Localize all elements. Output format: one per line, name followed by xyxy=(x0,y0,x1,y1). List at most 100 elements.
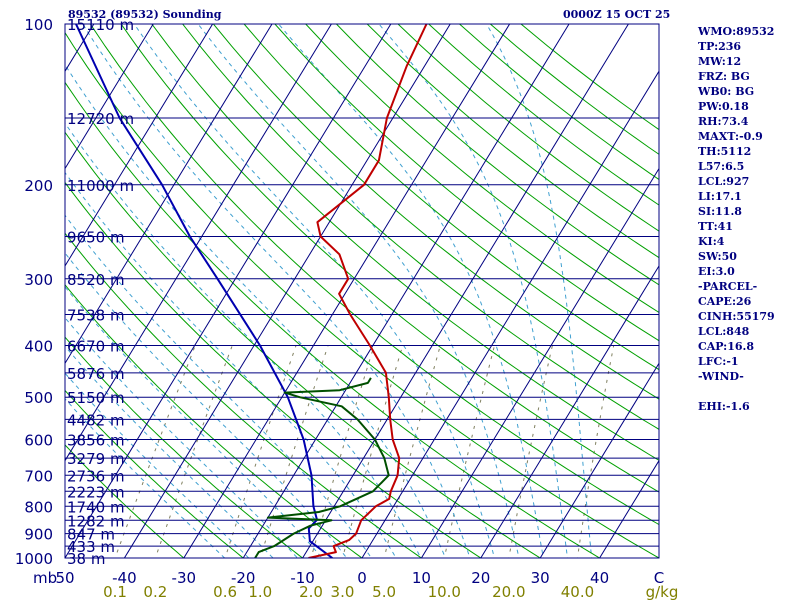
sounding-index: PW:0.18 xyxy=(698,100,749,113)
temperature-tick-label: -20 xyxy=(231,569,256,587)
temperature-tick-label: -30 xyxy=(172,569,197,587)
height-label: 7538 m xyxy=(67,307,125,325)
dry-adiabat-line xyxy=(151,24,659,461)
mixing-ratio-tick-label: 3.0 xyxy=(331,583,355,600)
temperature-tick-label: 50 xyxy=(55,569,74,587)
mixing-ratio-tick-labels: 0.1 0.2 0.6 1.0 2.0 3.0 5.0 10.0 20.0 40.0 g/kg xyxy=(103,583,678,600)
sounding-index: L57:6.5 xyxy=(698,160,745,173)
temperature-tick-label: 30 xyxy=(531,569,550,587)
dry-adiabat-line xyxy=(336,24,659,286)
dry-adiabat-line xyxy=(274,24,659,342)
dry-adiabat-line xyxy=(65,31,659,558)
temperature-tick-label: -40 xyxy=(112,569,137,587)
temperature-tick-label: 40 xyxy=(590,569,609,587)
sounding-index xyxy=(698,384,798,399)
sounding-index: RH:73.4 xyxy=(698,115,749,128)
valid-time: 0000Z 15 OCT 25 xyxy=(563,8,671,21)
isotherm-line xyxy=(65,24,273,365)
mixing-ratio-tick-label: 0.1 xyxy=(103,583,127,600)
mixing-ratio-tick-label: 0.6 xyxy=(213,583,237,600)
parcel-trace xyxy=(75,24,333,558)
dry-adiabat-line xyxy=(65,389,245,558)
temperature-tick-label: 20 xyxy=(471,569,490,587)
sounding-index: MW:12 xyxy=(698,55,742,68)
height-label: 1282 m xyxy=(67,512,125,530)
height-label: 5876 m xyxy=(67,365,125,383)
mixing-ratio-tick-label: 40.0 xyxy=(561,583,594,600)
mixing-ratio-tick-label: 0.2 xyxy=(143,583,167,600)
moist-adiabat-line xyxy=(378,24,569,558)
isotherm-line xyxy=(65,24,214,267)
dry-adiabat-line xyxy=(65,232,423,558)
sounding-index: SW:50 xyxy=(698,250,737,263)
station-title: 89532 (89532) Sounding xyxy=(68,8,222,21)
background-grid xyxy=(65,24,659,558)
mixing-ratio-tick-label: 2.0 xyxy=(299,583,323,600)
temperature-tick-label: 0 xyxy=(357,569,367,587)
height-label: 4482 m xyxy=(67,411,125,429)
sounding-index: -PARCEL- xyxy=(698,280,758,293)
dry-adiabat-line xyxy=(65,131,542,558)
isotherm-line xyxy=(65,24,392,558)
isotherm-line xyxy=(361,70,659,558)
sounding-index: LCL:927 xyxy=(698,175,750,188)
pressure-label: 100 xyxy=(24,16,53,34)
height-label: 8520 m xyxy=(67,271,125,289)
isotherm-line xyxy=(183,24,511,558)
sounding-index: LI:17.1 xyxy=(698,190,742,203)
sounding-index: TP:236 xyxy=(698,40,742,53)
isotherm-line xyxy=(599,459,659,558)
moist-adiabat-line xyxy=(133,24,496,558)
mixing-ratio-line xyxy=(508,345,553,558)
sounding-index: WMO:89532 xyxy=(698,25,775,38)
height-label: 6670 m xyxy=(67,338,125,356)
temperature-tick-labels: 50 -40 -30 -20 -10 0 10 20 30 40 C xyxy=(55,569,664,587)
dry-adiabat-line xyxy=(366,24,659,259)
mixing-ratio-tick-label: 10.0 xyxy=(428,583,461,600)
pressure-label: 500 xyxy=(24,389,53,407)
temperature-tick-label: 10 xyxy=(412,569,431,587)
mixing-ratio-tick-label: g/kg xyxy=(646,583,679,600)
sounding-index: LCL:848 xyxy=(698,325,750,338)
mixing-ratio-tick-label: 1.0 xyxy=(248,583,272,600)
sounding-index: EI:3.0 xyxy=(698,265,735,278)
height-label: 38 m xyxy=(67,550,105,568)
isotherm-line xyxy=(123,24,451,558)
dry-adiabat-line xyxy=(243,24,659,371)
height-label: 847 m xyxy=(67,526,115,544)
dry-adiabat-line xyxy=(213,24,659,400)
height-label: 3279 m xyxy=(67,450,125,468)
temperature-trace xyxy=(308,24,428,558)
dry-adiabat-line xyxy=(182,24,659,430)
pressure-label: 900 xyxy=(24,526,53,544)
isotherm-line xyxy=(65,24,154,170)
sounding-index: TH:5112 xyxy=(698,145,752,158)
height-label: 9650 m xyxy=(67,228,125,246)
mixing-ratio-lines xyxy=(114,345,615,558)
pressure-label: 200 xyxy=(24,177,53,195)
dry-adiabat-line xyxy=(305,24,659,314)
sounding-index: CINH:55179 xyxy=(698,310,775,323)
sounding-index: TT:41 xyxy=(698,220,733,233)
pressure-label: 700 xyxy=(24,467,53,485)
moist-adiabat-line xyxy=(65,122,422,558)
height-label: 1740 m xyxy=(67,498,125,516)
dry-adiabat-line xyxy=(65,181,482,558)
moist-adiabat-line xyxy=(65,63,447,558)
moist-adiabat-line xyxy=(82,24,471,558)
sounding-indices-panel: WMO:89532 TP:236 MW:12 FRZ: BG WB0: BG PW:0.1… xyxy=(698,24,798,414)
sounding-index: CAPE:26 xyxy=(698,295,752,308)
height-label: 433 m xyxy=(67,538,115,556)
isotherm-line xyxy=(539,362,659,558)
mixing-ratio-line xyxy=(443,345,495,558)
mixing-ratio-tick-label: 5.0 xyxy=(372,583,396,600)
sounding-index: MAXT:-0.9 xyxy=(698,130,763,143)
height-label: 2223 m xyxy=(67,483,125,501)
height-label: 5150 m xyxy=(67,389,125,407)
dewpoint-trace xyxy=(254,377,390,558)
isotherm-line xyxy=(480,264,659,558)
sounding-index: LFC:-1 xyxy=(698,355,739,368)
pressure-label: 800 xyxy=(24,498,53,516)
sounding-index: CAP:16.8 xyxy=(698,340,755,353)
